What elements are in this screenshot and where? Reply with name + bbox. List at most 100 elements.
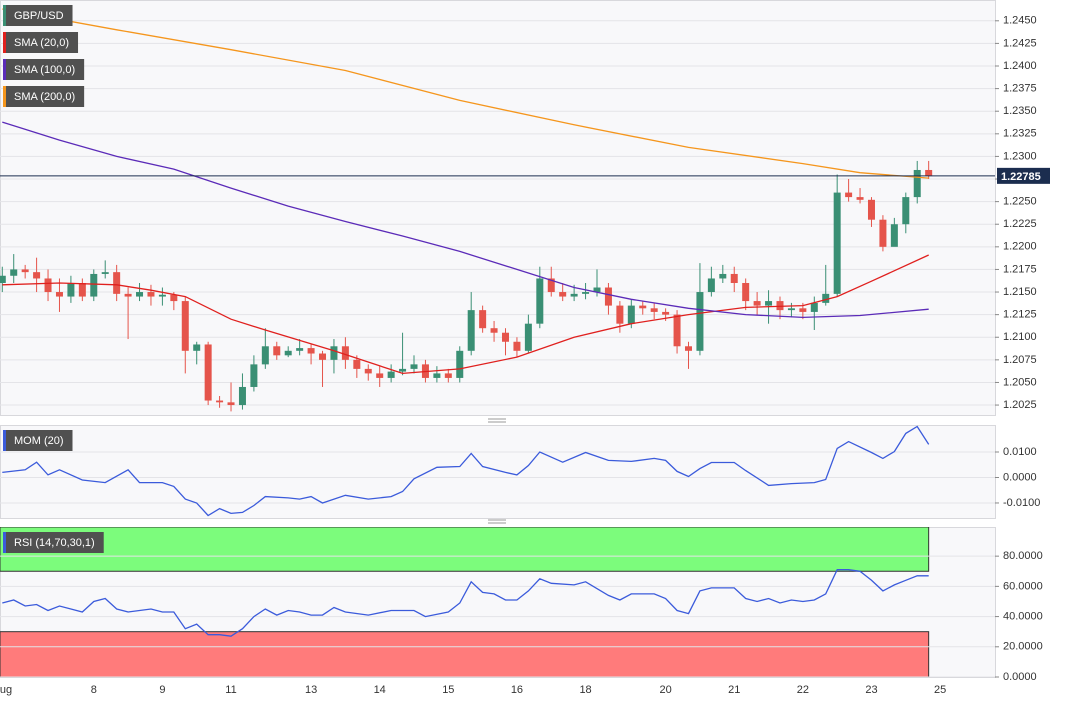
candle-body: [193, 344, 201, 351]
candle-body: [524, 323, 532, 351]
candle-body: [33, 272, 41, 279]
indicator-line: [2, 254, 929, 375]
candle-body: [67, 282, 75, 297]
legend-item[interactable]: SMA (100,0): [3, 59, 85, 80]
x-tick-label: 20: [659, 684, 671, 696]
candle-body: [238, 386, 246, 406]
candle-body: [593, 287, 601, 293]
x-tick-label: 25: [934, 684, 946, 696]
y-tick-label: 20.0000: [1003, 641, 1043, 653]
y-tick-label: 0.0100: [1003, 446, 1037, 458]
y-tick-label: 80.0000: [1003, 550, 1043, 562]
y-tick-label: 1.2300: [1003, 150, 1037, 162]
y-tick-label: 1.2150: [1003, 286, 1037, 298]
candle-body: [10, 269, 18, 276]
legend-label: RSI (14,70,30,1): [14, 537, 95, 549]
legend-swatch: [3, 32, 6, 53]
legend-box: [3, 59, 85, 80]
candle-body: [673, 314, 681, 347]
y-tick-label: 1.2350: [1003, 105, 1037, 117]
indicator-line: [2, 8, 929, 179]
legend-box: [3, 430, 73, 451]
candle-body: [776, 301, 784, 311]
candle-body: [467, 310, 475, 351]
legend-swatch: [3, 59, 6, 80]
x-tick-label: 8: [91, 684, 97, 696]
y-tick-label: 1.2075: [1003, 354, 1037, 366]
y-tick-label: 1.2225: [1003, 218, 1037, 230]
legend-swatch: [3, 430, 6, 451]
y-tick-label: 1.2425: [1003, 37, 1037, 49]
candle-body: [341, 346, 349, 360]
candle-body: [856, 197, 864, 200]
candle-body: [810, 302, 818, 312]
candle-body: [604, 287, 612, 306]
candle-body: [147, 292, 155, 297]
y-tick-label: 1.2125: [1003, 309, 1037, 321]
candle-body: [307, 348, 315, 354]
y-tick-label: 1.2450: [1003, 15, 1037, 27]
x-tick-label: 18: [579, 684, 591, 696]
candle-body: [707, 278, 715, 293]
candle-body: [227, 402, 235, 406]
legend-item[interactable]: GBP/USD: [3, 5, 73, 26]
y-tick-label: 40.0000: [1003, 610, 1043, 622]
candle-body: [273, 346, 281, 356]
candle-body: [364, 368, 372, 374]
x-tick-label: 15: [442, 684, 454, 696]
legend-item[interactable]: SMA (200,0): [3, 86, 85, 107]
candle-body: [719, 273, 727, 279]
panel-handle[interactable]: [488, 418, 506, 423]
x-tick-label: 21: [728, 684, 740, 696]
legend-item[interactable]: SMA (20,0): [3, 32, 79, 53]
threshold-band: [0, 631, 930, 677]
candle-body: [410, 364, 418, 369]
candle-body: [490, 328, 498, 333]
candle-body: [753, 301, 761, 306]
panel-handle[interactable]: [488, 519, 506, 524]
x-tick-label: 23: [865, 684, 877, 696]
legend-label: SMA (100,0): [14, 64, 75, 76]
candle-body: [902, 197, 910, 225]
candle-body: [536, 278, 544, 324]
legend-box: [3, 32, 79, 53]
candle-body: [559, 292, 567, 297]
candle-body: [570, 293, 578, 297]
candle-body: [250, 364, 258, 387]
legend-box: [3, 86, 85, 107]
candle-body: [387, 371, 395, 378]
legend-item[interactable]: MOM (20): [3, 430, 73, 451]
x-tick-label: 13: [305, 684, 317, 696]
candle-body: [696, 292, 704, 351]
threshold-band: [0, 527, 930, 572]
indicator-line: [2, 121, 929, 319]
candle-body: [867, 199, 875, 220]
legend-swatch: [3, 532, 6, 553]
candle-body: [90, 273, 98, 297]
candle-body: [124, 293, 132, 297]
candle-body: [55, 292, 63, 297]
candle-body: [284, 350, 292, 356]
candle-body: [879, 219, 887, 247]
candle-body: [181, 301, 189, 351]
candle-body: [136, 292, 144, 297]
candle-body: [890, 224, 898, 247]
panel-background: [0, 0, 996, 416]
candle-body: [833, 192, 841, 294]
candle-body: [730, 273, 738, 283]
candle-body: [376, 373, 384, 378]
candle-body: [616, 305, 624, 324]
candle-body: [101, 272, 109, 274]
x-tick-label: Aug: [0, 684, 12, 696]
x-tick-label: 22: [797, 684, 809, 696]
y-tick-label: 1.2025: [1003, 399, 1037, 411]
y-tick-label: -0.0100: [1003, 497, 1040, 509]
candle-body: [502, 332, 510, 342]
plot-area: [0, 8, 995, 412]
candle-body: [662, 311, 670, 315]
last-price-box: [997, 167, 1050, 184]
candle-body: [44, 278, 52, 293]
legend-item[interactable]: RSI (14,70,30,1): [3, 532, 104, 553]
indicator-line: [2, 425, 930, 517]
candle-body: [216, 400, 224, 403]
